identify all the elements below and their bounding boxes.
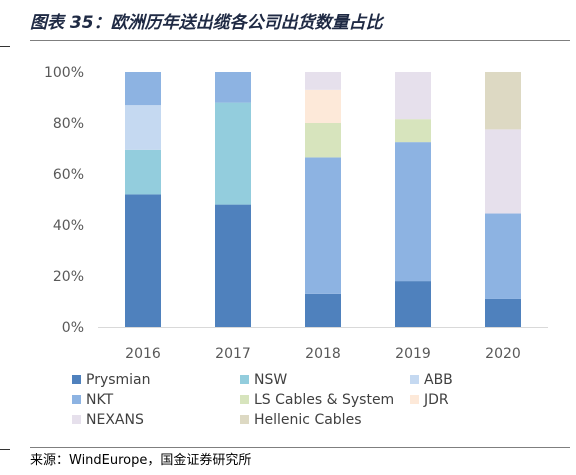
bar-segment-nexans [485, 129, 521, 214]
bar-segment-ls-cables-system [395, 119, 431, 143]
legend-swatch [72, 375, 81, 384]
bar-segment-prysmian [485, 298, 521, 327]
legend-item: NKT [72, 392, 114, 408]
legend-item: Hellenic Cables [240, 412, 361, 428]
legend-item: NEXANS [72, 412, 144, 428]
bar-segment-nkt [215, 72, 251, 103]
bar-segment-prysmian [125, 194, 161, 327]
bar-segment-hellenic-cables [485, 72, 521, 130]
x-tick-label: 2016 [125, 346, 161, 362]
legend-swatch [72, 415, 81, 424]
bar-segment-abb [125, 105, 161, 150]
legend-label: Prysmian [86, 372, 151, 388]
bar-segment-nkt [395, 142, 431, 282]
bar-segment-nkt [305, 157, 341, 294]
y-tick-label: 40% [53, 218, 84, 234]
bar-segment-jdr [305, 89, 341, 123]
legend-swatch [240, 375, 249, 384]
bar-segment-ls-cables-system [305, 123, 341, 158]
legend-swatch [240, 395, 249, 404]
legend-swatch [410, 395, 419, 404]
title-divider [30, 40, 570, 41]
bars [125, 72, 521, 327]
bar-segment-nkt [485, 213, 521, 299]
figure-title: 图表 35：欧洲历年送出缆各公司出货数量占比 [30, 13, 383, 33]
legend-item: NSW [240, 372, 287, 388]
bar-stack [215, 72, 251, 327]
bar-segment-nexans [305, 72, 341, 90]
bar-segment-nexans [395, 72, 431, 120]
y-axis: 0% 20% 40% 60% 80% 100% [44, 65, 84, 336]
legend-label: NKT [86, 392, 114, 408]
bar-stack [305, 72, 341, 327]
x-axis: 2016 2017 2018 2019 2020 [98, 327, 548, 362]
y-tick-label: 0% [62, 320, 84, 336]
source-divider [30, 447, 570, 448]
x-tick-label: 2018 [305, 346, 341, 362]
bar-stack [395, 72, 431, 327]
y-tick-label: 20% [53, 269, 84, 285]
legend-item: ABB [410, 372, 453, 388]
bar-segment-nsw [125, 149, 161, 195]
bar-stack [125, 72, 161, 327]
y-tick-label: 60% [53, 167, 84, 183]
margin-mark-bottom [0, 449, 10, 450]
bar-segment-prysmian [395, 281, 431, 327]
legend-label: LS Cables & System [254, 392, 394, 408]
bar-segment-prysmian [305, 293, 341, 327]
x-tick-label: 2020 [485, 346, 521, 362]
legend-label: Hellenic Cables [254, 412, 361, 428]
bar-segment-prysmian [215, 204, 251, 327]
x-tick-label: 2017 [215, 346, 251, 362]
legend-label: JDR [423, 392, 449, 408]
legend-item: LS Cables & System [240, 392, 394, 408]
margin-mark-top [0, 46, 10, 47]
legend-label: ABB [424, 372, 453, 388]
legend-label: NSW [254, 372, 287, 388]
y-tick-label: 80% [53, 116, 84, 132]
x-tick-label: 2019 [395, 346, 431, 362]
legend-swatch [240, 415, 249, 424]
y-tick-label: 100% [44, 65, 84, 81]
bar-segment-nsw [215, 102, 251, 205]
bar-segment-nkt [125, 72, 161, 106]
legend: Prysmian NSW ABB NKT LS Cables & System JDR NE… [72, 372, 453, 428]
legend-item: Prysmian [72, 372, 151, 388]
legend-swatch [410, 375, 419, 384]
stacked-bar-chart: 0%20%40%60%80%100% 2016 2017 2018 2019 2020 … [44, 65, 548, 428]
legend-label: NEXANS [86, 412, 144, 428]
legend-item: JDR [410, 392, 449, 408]
bar-stack [485, 72, 521, 327]
legend-swatch [72, 395, 81, 404]
source-note: 来源：WindEurope，国金证券研究所 [30, 453, 252, 468]
